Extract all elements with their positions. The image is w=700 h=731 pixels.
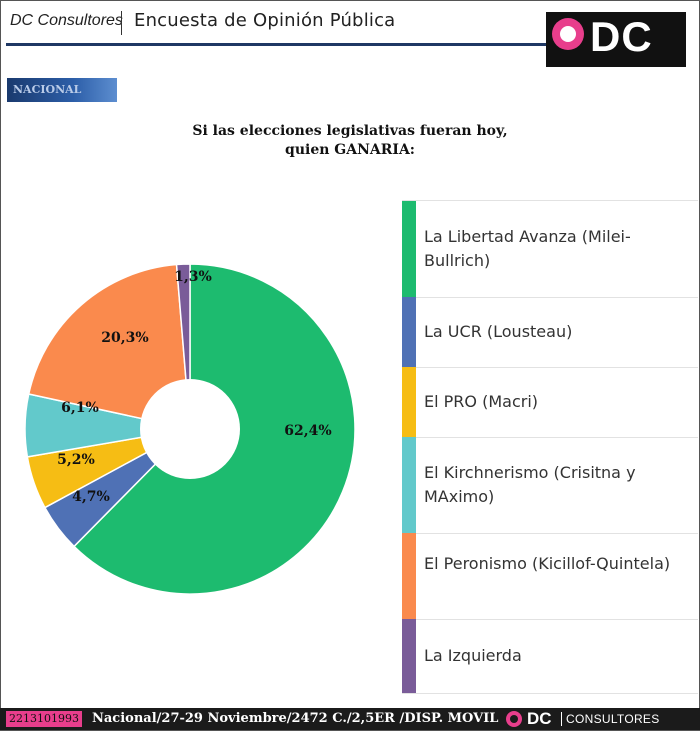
- footer-logo-dc: DC: [527, 709, 552, 728]
- brand-name: DC Consultores: [10, 12, 123, 29]
- donut-chart: 62,4% 4,7% 5,2% 6,1% 20,3% 1,3%: [24, 263, 356, 595]
- legend-label: La UCR (Lousteau): [424, 322, 573, 341]
- footer-logo-consultores: CONSULTORES: [566, 712, 660, 726]
- slice-value-label: 5,2%: [57, 452, 95, 468]
- legend-label: El PRO (Macri): [424, 392, 538, 411]
- legend-item: La Libertad Avanza (Milei-Bullrich): [402, 201, 698, 298]
- footer-survey-info: Nacional/27-29 Noviembre/2472 C./2,5ER /…: [92, 711, 499, 726]
- slice-value-label: 62,4%: [284, 423, 331, 439]
- footer-logo-ring-icon: [506, 711, 522, 727]
- logo-ring-icon: [552, 18, 584, 50]
- legend-label: La Izquierda: [424, 646, 522, 665]
- legend-swatch: [402, 297, 416, 367]
- header-separator: [121, 11, 122, 35]
- legend-item: La Izquierda: [402, 619, 698, 694]
- legend-item: El Peronismo (Kicillof-Quintela): [402, 533, 698, 620]
- legend-swatch: [402, 201, 416, 297]
- slice-value-label: 20,3%: [101, 330, 148, 346]
- footer-logo-divider: [561, 712, 562, 726]
- legend-item: La UCR (Lousteau): [402, 297, 698, 368]
- question-line-2: quien GANARIA:: [285, 142, 415, 158]
- donut-hole: [140, 379, 240, 479]
- question-line-1: Si las elecciones legislativas fueran ho…: [192, 123, 508, 139]
- scope-badge: NACIONAL: [7, 78, 117, 102]
- legend-item: El PRO (Macri): [402, 367, 698, 438]
- legend-label: El Kirchnerismo (Crisitna y MAximo): [424, 463, 636, 506]
- slice-value-label: 4,7%: [72, 489, 110, 505]
- legend-swatch: [402, 437, 416, 533]
- chart-legend: La Libertad Avanza (Milei-Bullrich) La UC…: [402, 200, 698, 694]
- header-rule: [6, 43, 550, 46]
- footer-phone: 2213101993: [6, 711, 82, 727]
- legend-swatch: [402, 367, 416, 437]
- legend-swatch: [402, 533, 416, 619]
- pie-slice: [27, 263, 191, 430]
- legend-swatch: [402, 619, 416, 693]
- legend-label: El Peronismo (Kicillof-Quintela): [424, 554, 671, 573]
- legend-item: El Kirchnerismo (Crisitna y MAximo): [402, 437, 698, 534]
- legend-label: La Libertad Avanza (Milei-Bullrich): [424, 227, 631, 270]
- logo-text: DC: [590, 13, 653, 60]
- page-title: Encuesta de Opinión Pública: [134, 10, 396, 31]
- chart-question: Si las elecciones legislativas fueran ho…: [150, 122, 550, 160]
- slice-value-label: 1,3%: [174, 269, 212, 285]
- slice-value-label: 6,1%: [61, 400, 99, 416]
- footer-bar: 2213101993 Nacional/27-29 Noviembre/2472…: [0, 708, 700, 730]
